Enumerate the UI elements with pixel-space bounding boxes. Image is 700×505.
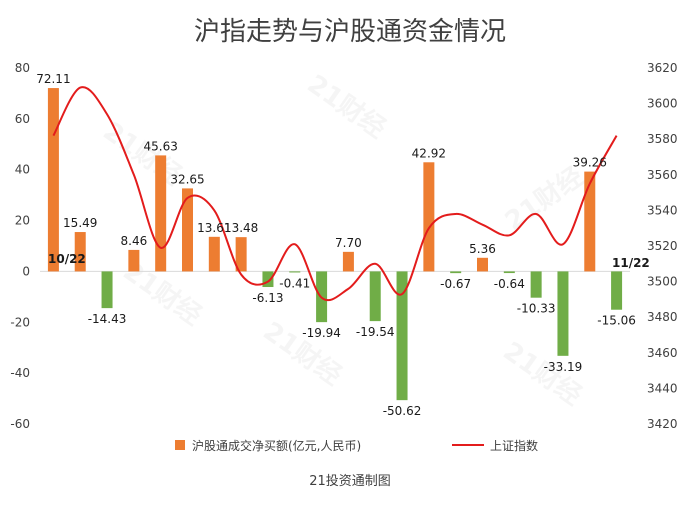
bar-data-label: 72.11 — [36, 72, 70, 86]
right-tick-label: 3600 — [647, 97, 678, 111]
right-tick-label: 3480 — [647, 310, 678, 324]
right-tick-label: 3420 — [647, 417, 678, 431]
bar-data-label: 5.36 — [469, 242, 496, 256]
bar-data-label: -14.43 — [88, 312, 127, 326]
bar-data-label: 42.92 — [412, 146, 446, 160]
bar-data-label: -19.94 — [302, 326, 341, 340]
bar — [47, 88, 59, 272]
bar-data-label: 13.61 — [197, 221, 231, 235]
left-tick-label: 60 — [15, 112, 30, 126]
bar-data-label: -6.13 — [252, 291, 283, 305]
bar — [289, 271, 301, 273]
bar — [396, 271, 408, 401]
legend-line-label: 上证指数 — [490, 438, 538, 453]
left-tick-label: -60 — [10, 417, 30, 431]
bar — [584, 171, 596, 272]
bar-data-label: 8.46 — [121, 234, 148, 248]
bar — [450, 271, 462, 274]
bar-data-label: -0.67 — [440, 277, 471, 291]
bar — [235, 237, 247, 272]
right-axis: 3620 3600 3580 3560 3540 3520 3500 3480 3460 3440… — [647, 61, 678, 431]
bar — [557, 271, 569, 356]
line-series — [52, 86, 618, 302]
right-tick-label: 3520 — [647, 239, 678, 253]
bar-data-label: 45.63 — [144, 139, 178, 153]
right-tick-label: 3560 — [647, 168, 678, 182]
bar-data-label: -19.54 — [356, 325, 395, 339]
chart-title: 沪指走势与沪股通资金情况 — [194, 17, 506, 47]
bar — [477, 257, 488, 272]
legend-bar-swatch — [175, 440, 185, 450]
bar — [208, 236, 220, 272]
bar — [74, 232, 86, 272]
bar — [101, 271, 113, 309]
left-tick-label: -40 — [10, 366, 30, 380]
legend-bar-label: 沪股通成交净买额(亿元,人民币) — [192, 438, 361, 453]
bar-data-label: 15.49 — [63, 216, 97, 230]
bar-data-label: 7.70 — [335, 236, 362, 250]
bar — [423, 162, 435, 272]
bar-data-label: -33.19 — [544, 360, 583, 374]
source-note: 21投资通制图 — [309, 473, 391, 489]
left-tick-label: 20 — [15, 214, 30, 228]
bar-data-label: -50.62 — [383, 404, 422, 418]
left-tick-label: -20 — [10, 315, 30, 329]
date-label-end: 11/22 — [612, 256, 650, 270]
right-tick-label: 3500 — [647, 275, 678, 289]
bar-data-labels: 72.11 15.49 -14.43 8.46 45.63 32.65 13.6113.48… — [36, 72, 636, 418]
right-tick-label: 3460 — [647, 346, 678, 360]
bar-data-label: 13.48 — [224, 221, 258, 235]
bar — [342, 251, 354, 272]
bar-data-label: 32.65 — [170, 172, 204, 186]
bar-data-label: -15.06 — [597, 314, 636, 328]
bar-data-label: -10.33 — [517, 302, 556, 316]
bar — [155, 155, 167, 272]
left-tick-label: 0 — [22, 264, 30, 278]
right-tick-label: 3440 — [647, 381, 678, 395]
bar — [128, 249, 140, 272]
bar-data-label: 39.26 — [573, 156, 607, 170]
bar — [369, 271, 381, 322]
right-tick-label: 3620 — [647, 61, 678, 75]
bar-data-label: -0.41 — [279, 276, 310, 290]
date-label-start: 10/22 — [48, 252, 86, 266]
bar — [530, 271, 542, 298]
bar-data-label: -0.64 — [494, 277, 525, 291]
bar — [503, 271, 515, 274]
left-tick-label: 40 — [15, 163, 30, 177]
bar-series — [47, 88, 623, 401]
left-axis: 80 60 40 20 0 -20 -40 -60 — [10, 61, 30, 431]
legend: 沪股通成交净买额(亿元,人民币) 上证指数 — [175, 438, 538, 453]
bar — [262, 271, 274, 288]
bar — [611, 271, 623, 310]
bar — [182, 188, 193, 272]
left-tick-label: 80 — [15, 61, 30, 75]
right-tick-label: 3540 — [647, 203, 678, 217]
right-tick-label: 3580 — [647, 132, 678, 146]
